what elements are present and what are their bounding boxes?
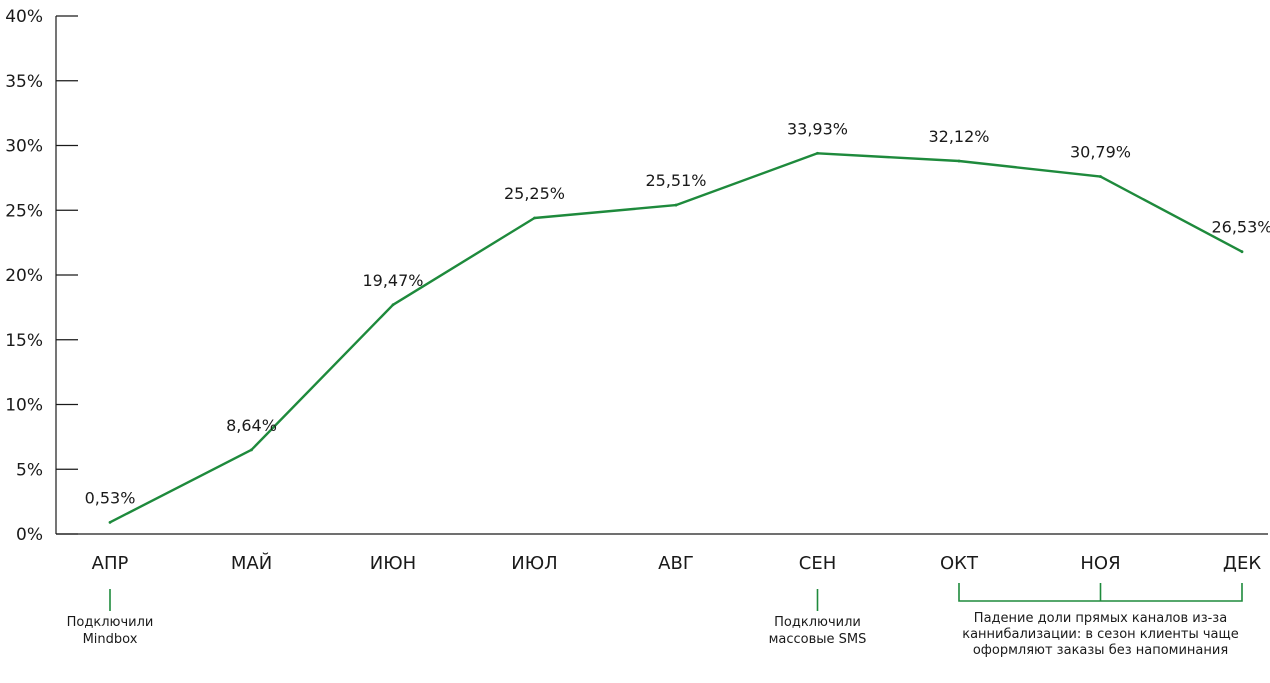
y-tick-label: 30% <box>5 137 43 157</box>
x-category-label: НОЯ <box>1080 553 1120 574</box>
x-category-label: АВГ <box>658 553 694 574</box>
x-category-label: АПР <box>92 553 129 574</box>
x-category-label: ОКТ <box>940 553 979 574</box>
data-point <box>533 216 536 220</box>
data-label: 19,47% <box>362 271 423 290</box>
y-tick-label: 15% <box>5 331 43 351</box>
y-tick-label: 5% <box>16 460 43 480</box>
y-tick-label: 25% <box>5 201 43 221</box>
annotation-text: оформляют заказы без напоминания <box>973 643 1228 658</box>
data-point <box>957 159 961 163</box>
annotation-text: Подключили <box>67 615 154 630</box>
data-point <box>391 303 395 307</box>
y-tick-label: 10% <box>5 396 43 416</box>
x-category-label: ИЮН <box>370 553 416 574</box>
x-category-label: ДЕК <box>1223 553 1261 574</box>
annotation-text: Mindbox <box>83 632 138 647</box>
data-label: 26,53% <box>1211 218 1270 237</box>
data-point <box>1240 250 1244 254</box>
data-label: 30,79% <box>1070 143 1131 162</box>
y-axis: 0% 5% 10% 15% 20% 25% 30% 35% 40% <box>5 7 78 545</box>
data-point <box>816 151 819 155</box>
data-label: 8,64% <box>226 416 277 435</box>
data-label: 32,12% <box>928 127 989 146</box>
annotation-bracket <box>958 583 1243 602</box>
series-group <box>108 151 1244 524</box>
annotation-text: каннибализации: в сезон клиенты чаще <box>962 627 1239 642</box>
data-point <box>108 520 112 524</box>
data-labels: 0,53% 8,64% 19,47% 25,25% 25,51% 33,93% 32,12%… <box>85 119 1270 507</box>
y-tick-label: 35% <box>5 72 43 92</box>
series-line <box>109 152 1243 524</box>
annotations: Подключили Mindbox Подключили массовые SMS П… <box>67 583 1243 658</box>
x-axis: АПР МАЙ ИЮН ИЮЛ АВГ СЕН ОКТ НОЯ ДЕК <box>56 533 1268 574</box>
data-point <box>250 448 253 452</box>
data-label: 33,93% <box>787 119 848 138</box>
y-tick-label: 20% <box>5 266 43 286</box>
data-label: 0,53% <box>85 488 136 507</box>
y-tick-label: 40% <box>5 7 43 27</box>
data-point <box>1099 175 1102 178</box>
annotation-text: массовые SMS <box>769 632 867 647</box>
annotation-text: Подключили <box>774 615 861 630</box>
data-label: 25,51% <box>645 171 706 190</box>
data-label: 25,25% <box>504 184 565 203</box>
annotation-text: Падение доли прямых каналов из-за <box>974 611 1227 626</box>
data-point <box>674 203 678 207</box>
x-category-label: СЕН <box>799 553 836 574</box>
y-tick-label: 0% <box>16 525 43 545</box>
x-category-label: ИЮЛ <box>511 553 557 574</box>
x-category-label: МАЙ <box>231 552 272 574</box>
